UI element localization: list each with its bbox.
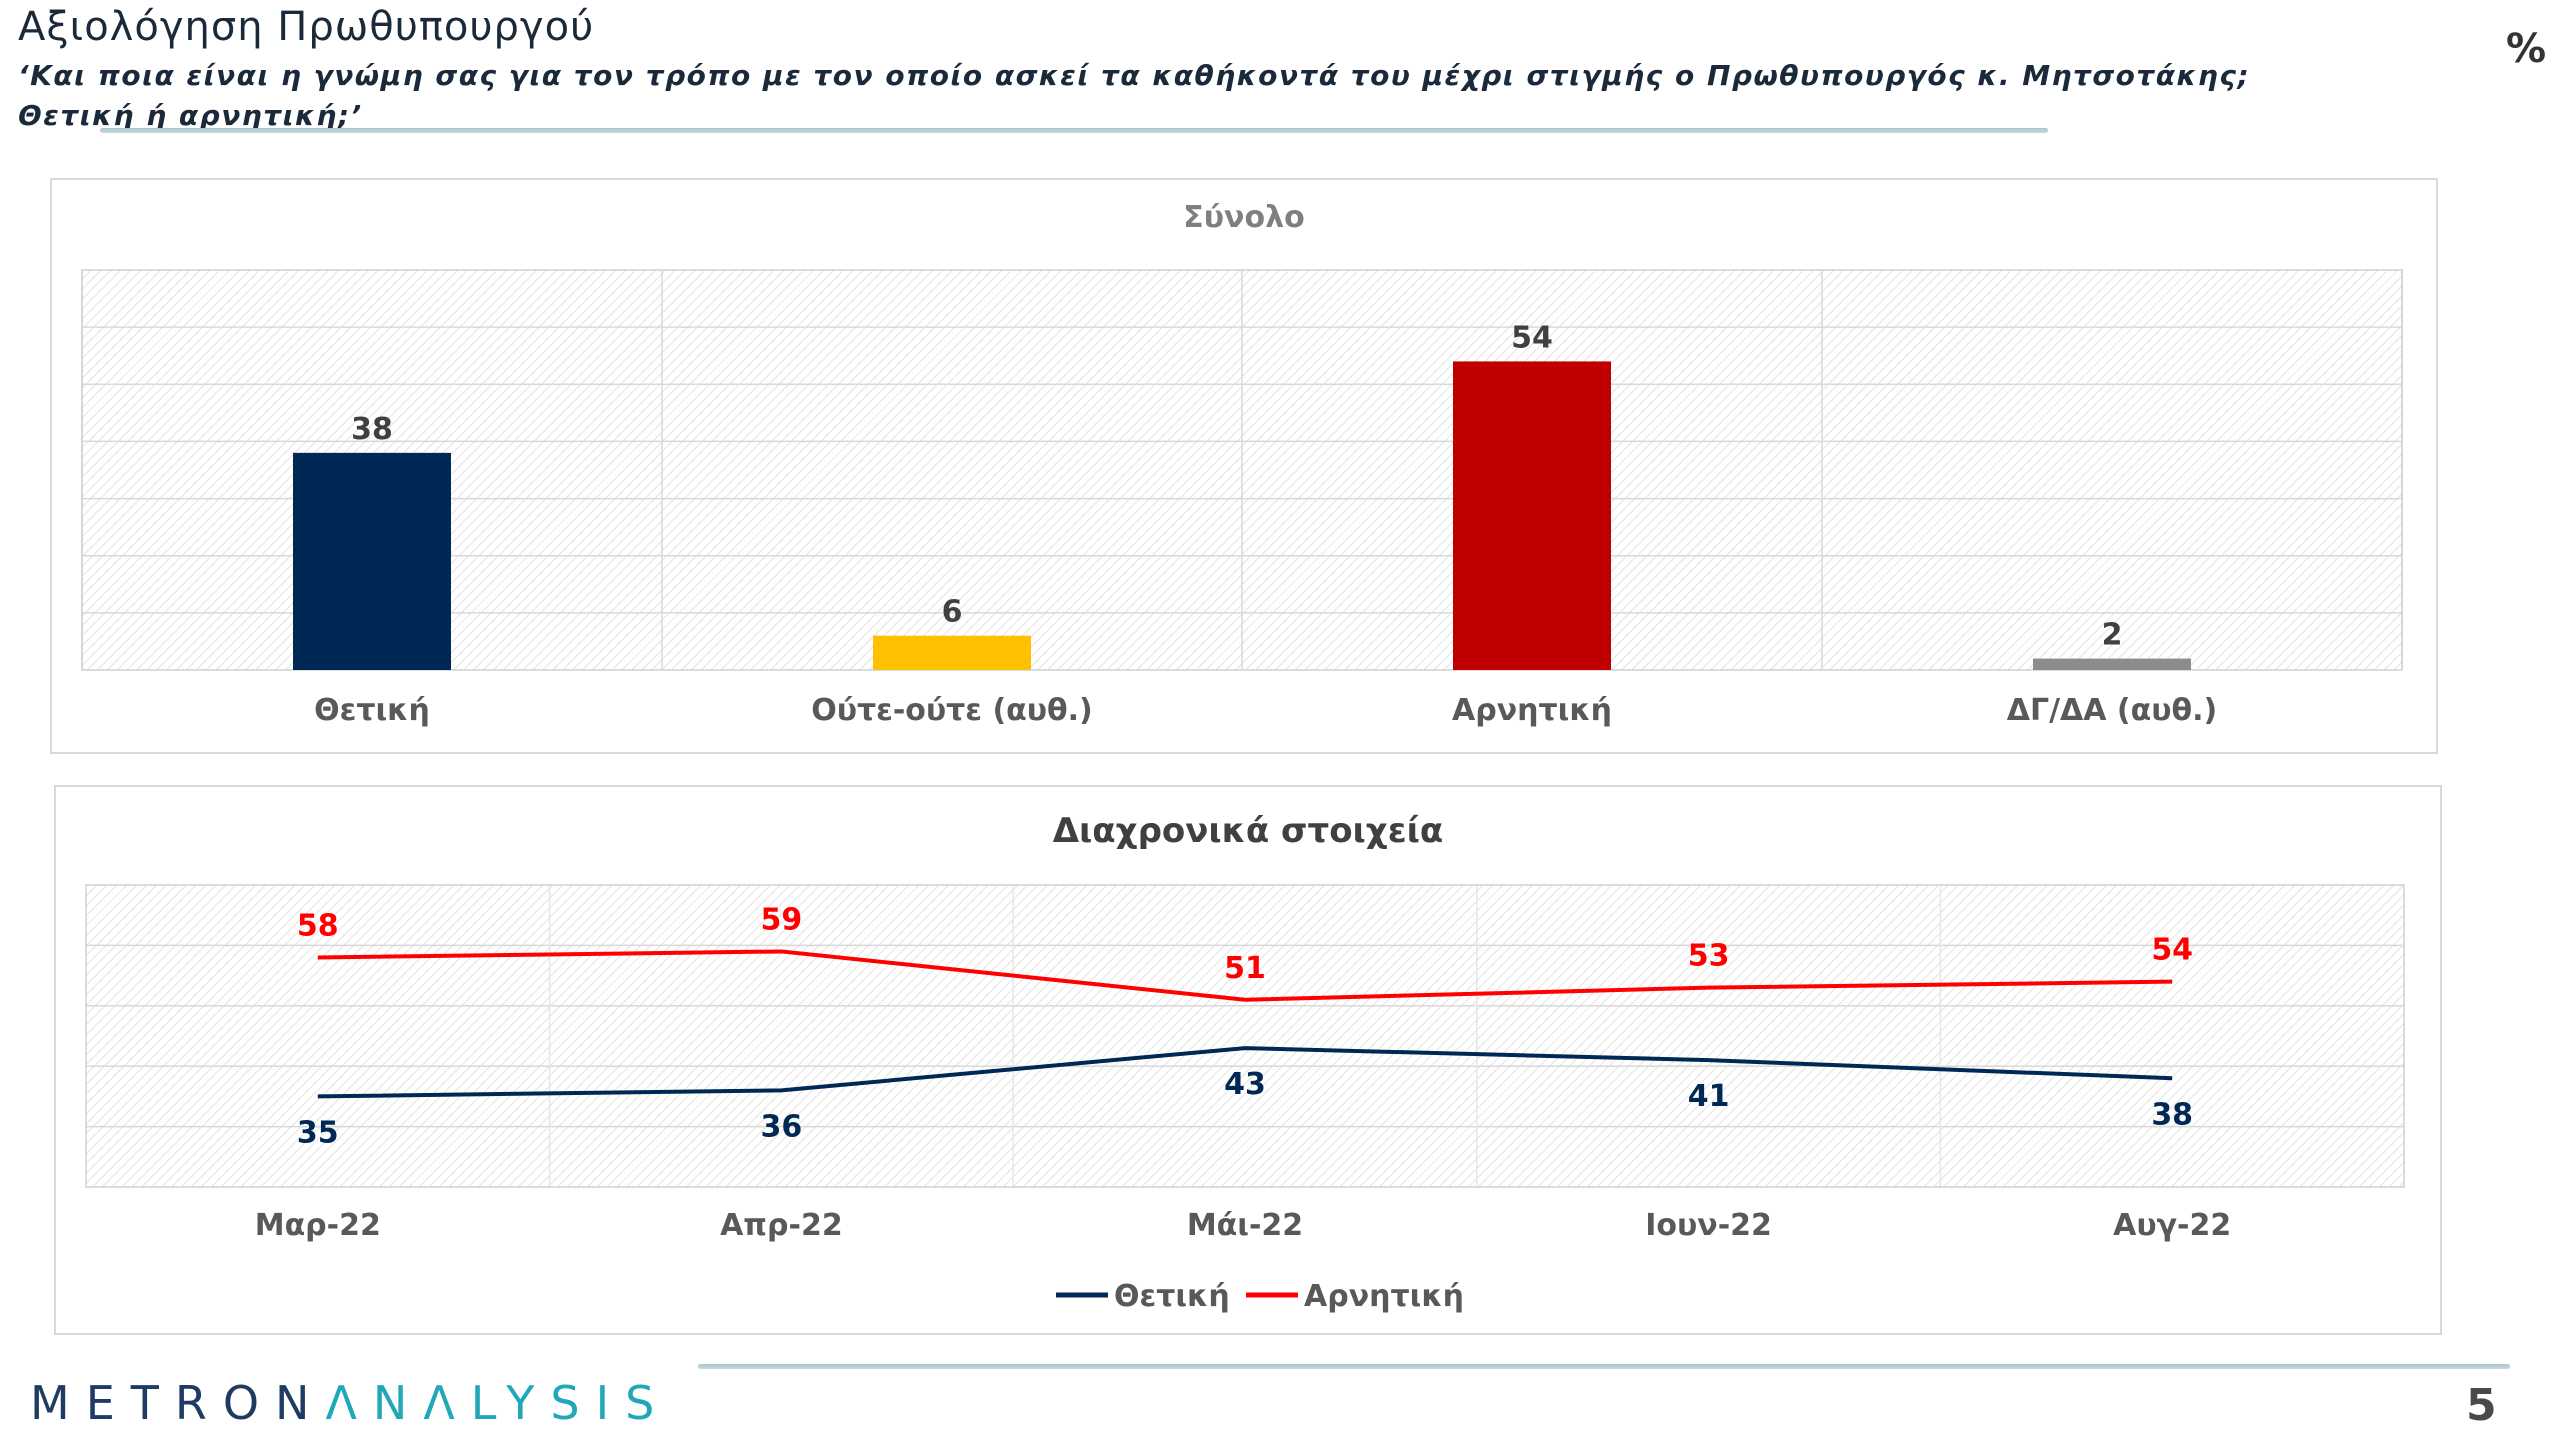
x-tick-label: Απρ-22: [720, 1208, 843, 1243]
trend-chart-title: Διαχρονικά στοιχεία: [1052, 811, 1444, 851]
x-tick-label: Μάι-22: [1187, 1208, 1303, 1243]
x-tick-label: Αυγ-22: [2113, 1208, 2231, 1243]
plot-border: [85, 884, 2405, 1188]
line-chart: 35 36 43 41 38 58 59 51 53 54 Μαρ-22 Απρ-22 Μάι-22 Ιο…: [85, 884, 2405, 1314]
category-label: ΔΓ/ΔΑ (αυθ.): [2007, 693, 2217, 728]
page-number: 5: [2466, 1380, 2497, 1431]
bar-4: [2033, 658, 2191, 670]
bar-2: [873, 635, 1031, 670]
data-label: 35: [297, 1115, 339, 1150]
series-line-2: [317, 949, 2173, 1002]
page-title: Αξιολόγηση Πρωθυπουργού: [18, 4, 595, 50]
x-tick-label: Ιουν-22: [1645, 1208, 1772, 1243]
category-label: Ούτε-ούτε (αυθ.): [811, 693, 1093, 728]
data-label: 51: [1224, 951, 1266, 986]
bar-value-label: 38: [351, 412, 393, 447]
data-label: 59: [761, 902, 803, 937]
data-label: 41: [1688, 1079, 1730, 1114]
data-label: 43: [1224, 1067, 1266, 1102]
plot-area: [86, 885, 2404, 1187]
data-label: 54: [2151, 933, 2193, 968]
series-line-1: [317, 1046, 2173, 1099]
bar-chart: 38 Θετική 6 Ούτε-ούτε (αυθ.) 54 Αρνητική 2 ΔΓ/Δ…: [81, 269, 2403, 728]
plot-border: [81, 269, 2403, 671]
total-chart-panel: Σύνολο 38 Θετική 6 Ούτε-ούτε (αυθ.) 54 Αρνητι…: [50, 178, 2438, 754]
bar-value-label: 54: [1511, 320, 1553, 355]
bar-value-label: 6: [942, 595, 963, 630]
bar-1: [293, 452, 451, 670]
category-label: Αρνητική: [1452, 693, 1612, 728]
metron-analysis-logo: METRONΛNΛLYSIS: [30, 1376, 670, 1430]
category-label: Θετική: [314, 693, 430, 728]
x-tick-label: Μαρ-22: [255, 1208, 381, 1243]
trend-chart-panel: Διαχρονικά στοιχεία 35 36 43 41 38 58 59 51 53 54…: [54, 785, 2442, 1335]
unit-label: %: [2506, 26, 2547, 72]
logo-text-accent: ΛNΛLYSIS: [325, 1376, 671, 1430]
legend-label: Αρνητική: [1304, 1279, 1464, 1314]
bar-3: [1453, 361, 1611, 670]
data-label: 36: [761, 1109, 803, 1144]
data-label: 38: [2151, 1097, 2193, 1132]
total-chart-title: Σύνολο: [1183, 200, 1305, 235]
question-text: ‘Και ποια είναι η γνώμη σας για τον τρόπ…: [18, 59, 2251, 132]
logo-text-dark: METRON: [30, 1376, 326, 1430]
legend-label: Θετική: [1114, 1279, 1230, 1314]
header-divider: [100, 128, 2048, 133]
footer-divider: [698, 1364, 2510, 1369]
data-label: 58: [297, 908, 339, 943]
data-label: 53: [1688, 939, 1730, 974]
bar-value-label: 2: [2102, 618, 2123, 653]
